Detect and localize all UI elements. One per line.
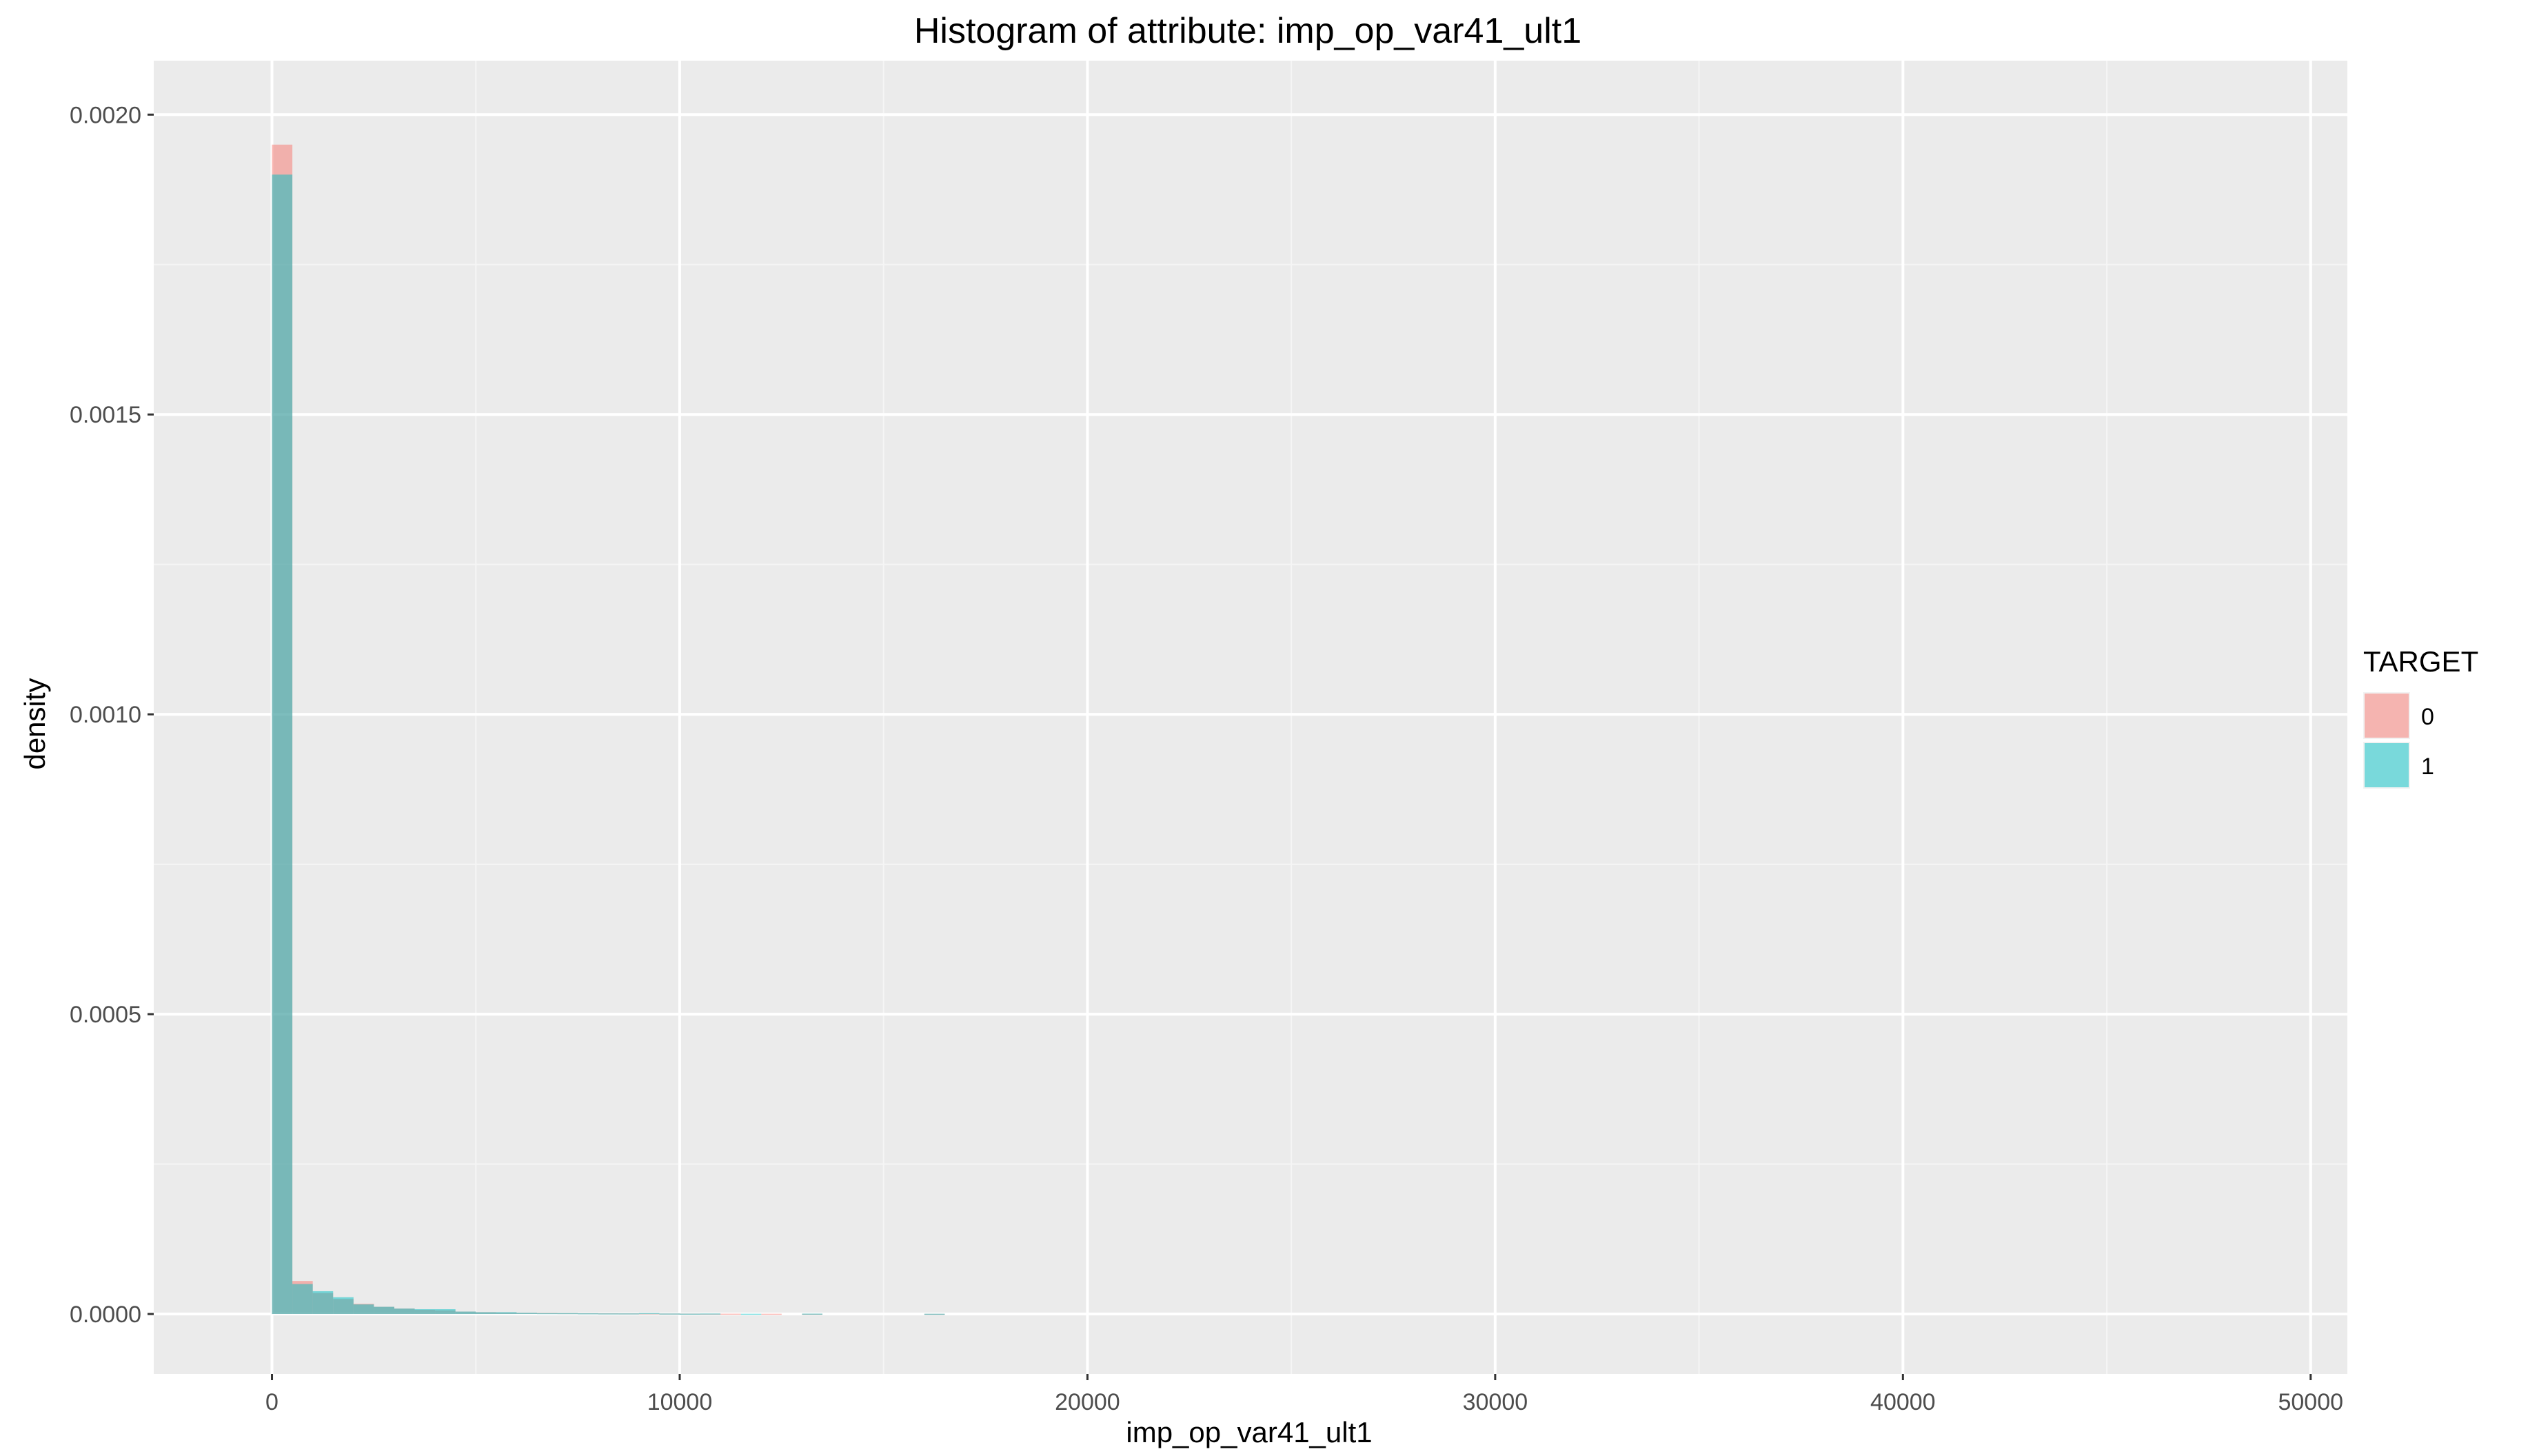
histogram-bar-target-1: [924, 1313, 945, 1315]
x-tick-label: 50000: [2278, 1389, 2343, 1415]
y-tick-label: 0.0015: [70, 402, 141, 428]
y-tick-label: 0.0005: [70, 1002, 141, 1028]
y-tick-label: 0.0010: [70, 702, 141, 728]
legend: TARGET 0 1: [2363, 645, 2478, 789]
histogram-bar-target-1: [557, 1313, 578, 1315]
x-tick-label: 0: [265, 1389, 279, 1415]
histogram-bar-target-1: [292, 1284, 313, 1315]
histogram-bar-target-1: [679, 1313, 700, 1315]
legend-title: TARGET: [2363, 645, 2478, 678]
x-tick-label: 30000: [1463, 1389, 1528, 1415]
histogram-bar-target-1: [802, 1313, 822, 1315]
chart-title: Histogram of attribute: imp_op_var41_ult…: [914, 11, 1581, 51]
x-tick-label: 40000: [1870, 1389, 1936, 1415]
histogram-bar-target-1: [435, 1309, 456, 1315]
histogram-bar-target-1: [476, 1312, 496, 1315]
y-tick-label: 0.0000: [70, 1302, 141, 1328]
histogram-bar-target-1: [598, 1313, 619, 1315]
legend-label-0: 0: [2421, 704, 2434, 730]
histogram-bar-target-0: [720, 1313, 741, 1315]
x-tick-label: 20000: [1055, 1389, 1120, 1415]
histogram-bar-target-1: [414, 1309, 436, 1315]
histogram-bar-target-1: [618, 1313, 639, 1315]
y-tick-label: 0.0020: [70, 102, 141, 128]
histogram-bar-target-1: [394, 1308, 415, 1315]
y-axis-title: density: [19, 678, 51, 769]
x-axis: 0 10000 20000 30000 40000 50000: [265, 1374, 2343, 1415]
histogram-bar-target-1: [353, 1304, 374, 1315]
legend-swatch-0: [2365, 694, 2409, 738]
histogram-bar-target-1: [455, 1311, 476, 1315]
histogram-bar-target-1: [578, 1313, 598, 1315]
x-tick-label: 10000: [647, 1389, 713, 1415]
y-axis: 0.0000 0.0005 0.0010 0.0015 0.0020: [70, 102, 154, 1328]
histogram-bars: [272, 144, 945, 1315]
x-axis-title: imp_op_var41_ult1: [1126, 1416, 1372, 1448]
legend-swatch-1: [2365, 743, 2409, 787]
legend-label-1: 1: [2421, 754, 2434, 780]
histogram-bar-target-1: [659, 1313, 680, 1315]
histogram-bar-target-1: [272, 174, 293, 1315]
histogram-bar-target-1: [496, 1312, 517, 1315]
histogram-bar-target-1: [740, 1313, 762, 1315]
histogram-bar-target-1: [374, 1306, 394, 1315]
histogram-bar-target-1: [536, 1313, 558, 1315]
minor-gridlines: [154, 61, 2347, 1374]
histogram-bar-target-1: [700, 1313, 721, 1315]
plot-panel: [154, 61, 2347, 1374]
histogram-bar-target-0: [761, 1313, 782, 1315]
histogram-bar-target-1: [638, 1313, 660, 1315]
histogram-bar-target-1: [516, 1313, 537, 1315]
histogram-bar-target-1: [333, 1297, 354, 1315]
histogram-bar-target-1: [312, 1291, 334, 1315]
